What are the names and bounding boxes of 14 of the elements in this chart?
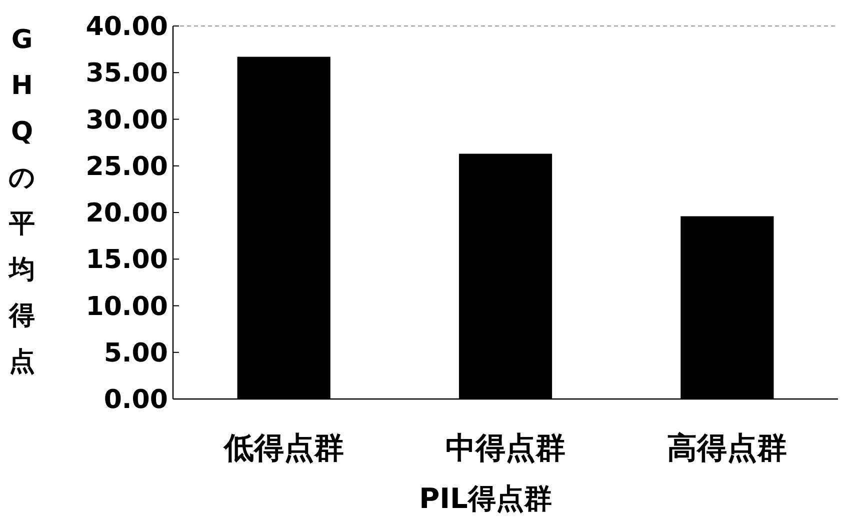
y-tick-label: 0.00 (104, 385, 168, 415)
y-tick-label: 30.00 (86, 105, 168, 136)
x-tick-label: 中得点群 (446, 431, 566, 466)
y-tick-label: 35.00 (86, 58, 168, 89)
y-tick-label: 10.00 (86, 292, 168, 322)
x-tick-label: 高得点群 (667, 431, 788, 466)
y-axis-title: GHQの平均得点 (7, 25, 36, 377)
y-tick-label: 15.00 (86, 245, 168, 276)
y-tick-label: 25.00 (86, 152, 168, 182)
y-tick-label: 5.00 (104, 338, 168, 368)
y-tick-label: 40.00 (86, 12, 168, 42)
y-tick-label: 20.00 (86, 198, 168, 228)
x-tick-label: 低得点群 (222, 431, 344, 466)
x-axis-title: PIL得点群 (419, 482, 552, 515)
